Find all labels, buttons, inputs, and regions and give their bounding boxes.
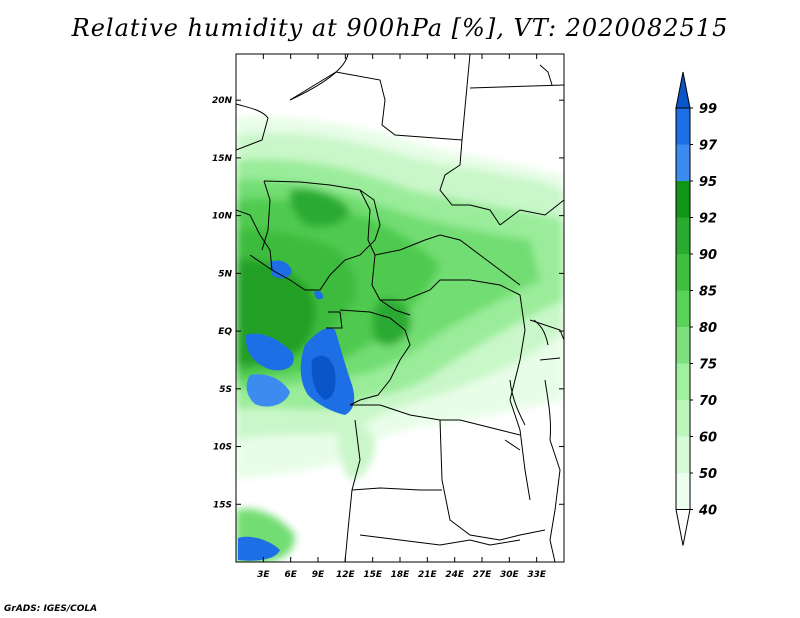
- saturation-patches: [238, 260, 355, 561]
- lat-tick-label: 15N: [212, 154, 233, 164]
- colorbar-level-label: 90: [699, 248, 717, 263]
- colorbar-level-label: 50: [699, 467, 717, 482]
- colorbar-band: [676, 363, 690, 400]
- longitude-axis: 3E 6E 9E 12E 15E 18E 21E 24E 27E 30E 33E: [257, 54, 547, 580]
- colorbar-band: [676, 436, 690, 473]
- colorbar-band: [676, 290, 690, 327]
- lon-tick-label: 15E: [363, 570, 383, 580]
- colorbar-band: [676, 144, 690, 181]
- colorbar: 99 97 95 92 90 85 80 75 70 60 50 40: [675, 71, 718, 546]
- map-title: Relative humidity at 900hPa [%], VT: 202…: [71, 14, 729, 42]
- lon-tick-label: 24E: [445, 570, 465, 580]
- colorbar-level-label: 97: [699, 139, 718, 154]
- colorbar-band: [676, 217, 690, 254]
- colorbar-level-label: 92: [699, 212, 717, 227]
- lon-tick-label: 21E: [418, 570, 438, 580]
- lat-tick-label: 5N: [218, 269, 232, 279]
- latitude-axis: 20N 15N 10N 5N EQ 5S 10S 15S: [212, 96, 564, 510]
- lon-tick-label: 12E: [336, 570, 356, 580]
- country-borders: [236, 54, 564, 562]
- colorbar-level-label: 40: [698, 504, 717, 519]
- lon-tick-label: 18E: [391, 570, 411, 580]
- lon-tick-label: 30E: [500, 570, 520, 580]
- lat-tick-label: 10S: [213, 443, 232, 453]
- lat-tick-label: EQ: [218, 327, 232, 337]
- colorbar-band: [676, 327, 690, 364]
- lon-tick-label: 9E: [312, 570, 325, 580]
- colorbar-band: [676, 400, 690, 437]
- colorbar-bottom-arrow: [675, 509, 691, 546]
- lon-tick-label: 27E: [473, 570, 493, 580]
- footer-credit: GrADS: IGES/COLA: [4, 604, 98, 614]
- colorbar-band: [676, 254, 690, 291]
- colorbar-top-arrow: [675, 71, 691, 109]
- colorbar-level-label: 80: [699, 321, 717, 336]
- colorbar-band: [676, 473, 690, 510]
- colorbar-level-label: 60: [699, 431, 717, 446]
- lat-tick-label: 20N: [212, 96, 233, 106]
- lat-tick-label: 15S: [213, 500, 232, 510]
- humidity-field: [236, 54, 564, 562]
- colorbar-level-label: 99: [699, 102, 717, 117]
- lon-tick-label: 33E: [527, 570, 547, 580]
- colorbar-level-label: 75: [699, 358, 717, 373]
- lat-tick-label: 10N: [212, 212, 233, 222]
- colorbar-level-label: 70: [699, 394, 717, 409]
- lat-tick-label: 5S: [219, 385, 232, 395]
- lon-tick-label: 6E: [284, 570, 297, 580]
- colorbar-band: [676, 108, 690, 145]
- colorbar-level-label: 95: [699, 175, 717, 190]
- lon-tick-label: 3E: [257, 570, 270, 580]
- colorbar-level-label: 85: [699, 285, 717, 300]
- colorbar-band: [676, 181, 690, 218]
